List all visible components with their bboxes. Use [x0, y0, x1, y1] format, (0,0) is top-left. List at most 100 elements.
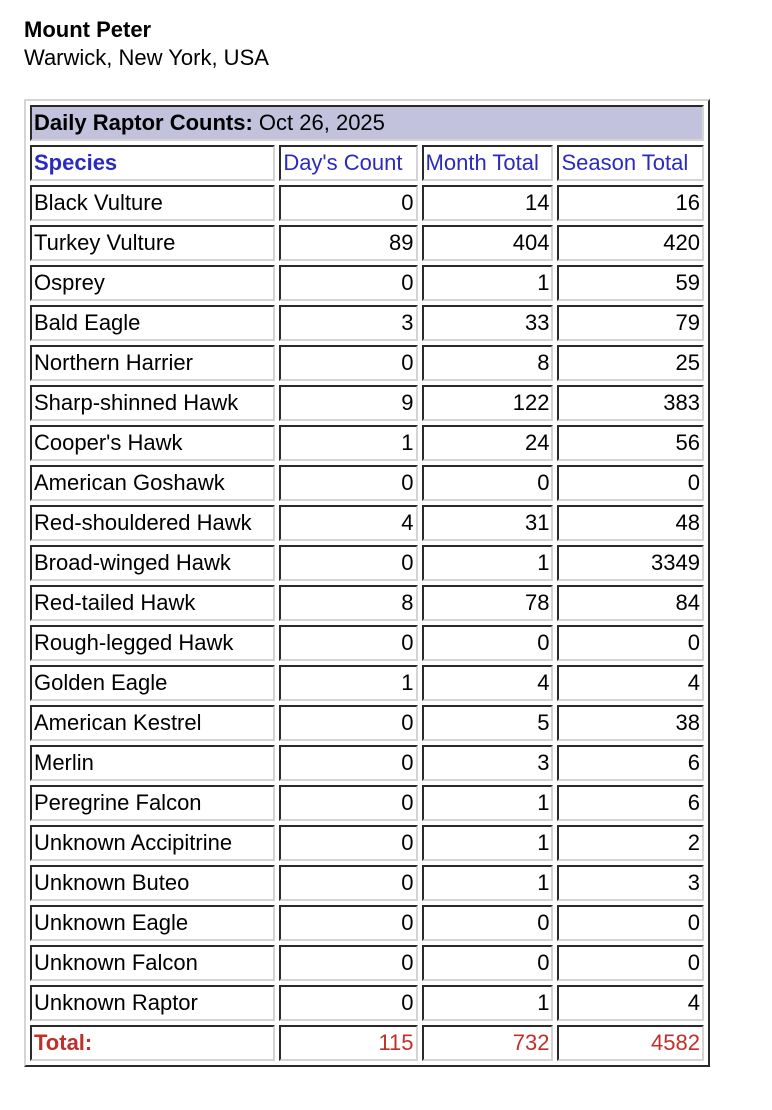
season-total-cell: 2 — [557, 825, 704, 861]
season-total-cell: 420 — [557, 225, 704, 261]
species-cell: Rough-legged Hawk — [30, 625, 276, 661]
site-name: Mount Peter — [24, 17, 152, 42]
table-row: American Kestrel 0 5 38 — [30, 705, 704, 741]
table-row: Unknown Eagle 0 0 0 — [30, 905, 704, 941]
day-count-cell: 3 — [279, 305, 418, 341]
season-total-cell: 48 — [557, 505, 704, 541]
month-total-cell: 8 — [421, 345, 554, 381]
table-row: Cooper's Hawk 1 24 56 — [30, 425, 704, 461]
month-total-cell: 78 — [421, 585, 554, 621]
table-row: Black Vulture 0 14 16 — [30, 185, 704, 221]
raptor-counts-table: Daily Raptor Counts: Oct 26, 2025 Specie… — [24, 99, 710, 1067]
season-total-cell: 3349 — [557, 545, 704, 581]
season-total-cell: 6 — [557, 745, 704, 781]
day-count-cell: 115 — [279, 1025, 418, 1061]
month-total-cell: 5 — [421, 705, 554, 741]
day-count-cell: 0 — [279, 545, 418, 581]
day-count-cell: 8 — [279, 585, 418, 621]
month-total-cell: 1 — [421, 985, 554, 1021]
table-row: Golden Eagle 1 4 4 — [30, 665, 704, 701]
season-total-cell: 383 — [557, 385, 704, 421]
day-count-cell: 0 — [279, 625, 418, 661]
month-total-cell: 0 — [421, 465, 554, 501]
season-total-cell: 59 — [557, 265, 704, 301]
table-row: Unknown Buteo 0 1 3 — [30, 865, 704, 901]
month-total-cell: 0 — [421, 905, 554, 941]
season-total-cell: 16 — [557, 185, 704, 221]
table-row: Unknown Falcon 0 0 0 — [30, 945, 704, 981]
day-count-cell: 0 — [279, 945, 418, 981]
species-cell: Merlin — [30, 745, 276, 781]
column-header-day-count: Day's Count — [279, 145, 418, 181]
table-row: Bald Eagle 3 33 79 — [30, 305, 704, 341]
season-total-cell: 84 — [557, 585, 704, 621]
species-cell: Unknown Raptor — [30, 985, 276, 1021]
species-cell: Northern Harrier — [30, 345, 276, 381]
species-cell: Cooper's Hawk — [30, 425, 276, 461]
month-total-cell: 122 — [421, 385, 554, 421]
month-total-cell: 0 — [421, 945, 554, 981]
day-count-cell: 0 — [279, 265, 418, 301]
season-total-cell: 38 — [557, 705, 704, 741]
month-total-cell: 404 — [421, 225, 554, 261]
season-total-cell: 56 — [557, 425, 704, 461]
day-count-cell: 0 — [279, 705, 418, 741]
season-total-cell: 4 — [557, 665, 704, 701]
site-header: Mount Peter Warwick, New York, USA — [24, 16, 269, 72]
day-count-cell: 0 — [279, 465, 418, 501]
day-count-cell: 0 — [279, 825, 418, 861]
species-cell: Unknown Falcon — [30, 945, 276, 981]
table-title-row: Daily Raptor Counts: Oct 26, 2025 — [30, 105, 704, 141]
species-cell: Broad-winged Hawk — [30, 545, 276, 581]
season-total-cell: 4582 — [557, 1025, 704, 1061]
species-cell: Unknown Eagle — [30, 905, 276, 941]
species-cell: American Goshawk — [30, 465, 276, 501]
table-row: Turkey Vulture 89 404 420 — [30, 225, 704, 261]
day-count-cell: 0 — [279, 905, 418, 941]
species-cell: Total: — [30, 1025, 276, 1061]
column-header-month-total: Month Total — [421, 145, 554, 181]
title-label: Daily Raptor Counts: — [34, 110, 253, 135]
month-total-cell: 14 — [421, 185, 554, 221]
day-count-cell: 9 — [279, 385, 418, 421]
month-total-cell: 1 — [421, 265, 554, 301]
season-total-cell: 0 — [557, 625, 704, 661]
day-count-cell: 0 — [279, 985, 418, 1021]
table-row: Broad-winged Hawk 0 1 3349 — [30, 545, 704, 581]
species-cell: Sharp-shinned Hawk — [30, 385, 276, 421]
day-count-cell: 1 — [279, 425, 418, 461]
site-location: Warwick, New York, USA — [24, 45, 269, 70]
day-count-cell: 0 — [279, 785, 418, 821]
season-total-cell: 6 — [557, 785, 704, 821]
season-total-cell: 0 — [557, 465, 704, 501]
species-cell: Red-tailed Hawk — [30, 585, 276, 621]
month-total-cell: 1 — [421, 785, 554, 821]
day-count-cell: 0 — [279, 745, 418, 781]
month-total-cell: 732 — [421, 1025, 554, 1061]
species-cell: Black Vulture — [30, 185, 276, 221]
day-count-cell: 0 — [279, 345, 418, 381]
table-row: Osprey 0 1 59 — [30, 265, 704, 301]
season-total-cell: 25 — [557, 345, 704, 381]
species-cell: Osprey — [30, 265, 276, 301]
season-total-cell: 4 — [557, 985, 704, 1021]
month-total-cell: 31 — [421, 505, 554, 541]
season-total-cell: 3 — [557, 865, 704, 901]
species-cell: Peregrine Falcon — [30, 785, 276, 821]
month-total-cell: 4 — [421, 665, 554, 701]
table-row: Peregrine Falcon 0 1 6 — [30, 785, 704, 821]
table-row: Sharp-shinned Hawk 9 122 383 — [30, 385, 704, 421]
day-count-cell: 89 — [279, 225, 418, 261]
month-total-cell: 3 — [421, 745, 554, 781]
species-cell: Turkey Vulture — [30, 225, 276, 261]
month-total-cell: 1 — [421, 865, 554, 901]
species-cell: Unknown Accipitrine — [30, 825, 276, 861]
table-row: American Goshawk 0 0 0 — [30, 465, 704, 501]
month-total-cell: 33 — [421, 305, 554, 341]
species-cell: Golden Eagle — [30, 665, 276, 701]
month-total-cell: 1 — [421, 545, 554, 581]
day-count-cell: 0 — [279, 865, 418, 901]
season-total-cell: 0 — [557, 945, 704, 981]
month-total-cell: 1 — [421, 825, 554, 861]
day-count-cell: 4 — [279, 505, 418, 541]
